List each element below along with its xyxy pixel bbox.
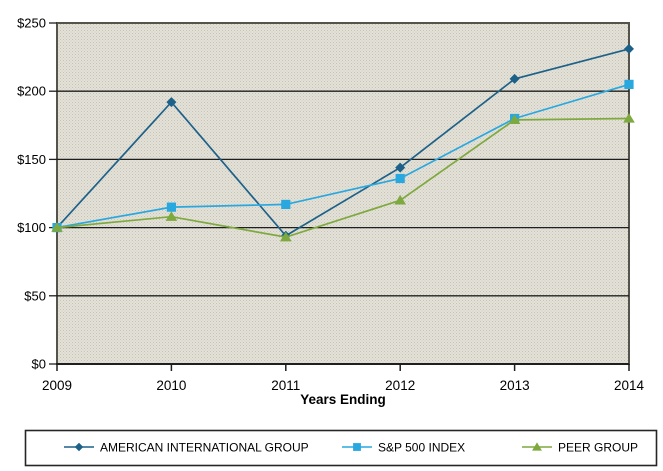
x-axis-label: 2009: [42, 378, 72, 393]
legend-triangle-icon: [532, 442, 542, 451]
legend-box: [24, 429, 658, 467]
x-axis-label: 2014: [614, 378, 645, 393]
y-axis-label: $250: [17, 16, 46, 31]
y-axis-label: $0: [32, 357, 46, 372]
data-point-peer-group-2012: [394, 194, 406, 205]
data-point-s-p-500-index-2014: [624, 79, 634, 89]
data-point-peer-group-2010: [165, 211, 178, 221]
legend-square-icon: [353, 443, 361, 451]
data-point-american-international-group-2010: [166, 97, 177, 108]
data-point-peer-group-2014: [623, 113, 635, 123]
series-line-s-p-500-index: [56, 83, 630, 229]
series-line-american-international-group: [56, 48, 630, 237]
data-point-american-international-group-2012: [395, 162, 406, 173]
x-axis-title: Years Ending: [300, 392, 386, 407]
data-point-american-international-group-2013: [509, 73, 520, 84]
x-axis-label: 2011: [271, 378, 300, 393]
y-axis-label: $150: [17, 152, 46, 167]
data-point-peer-group-2011: [280, 231, 292, 242]
data-point-s-p-500-index-2012: [395, 173, 405, 184]
legend-label: AMERICAN INTERNATIONAL GROUP: [100, 441, 309, 455]
plot-area: [56, 22, 630, 365]
x-axis-label: 2010: [156, 378, 186, 393]
x-axis-label: 2012: [385, 378, 415, 393]
data-point-s-p-500-index-2010: [166, 202, 176, 212]
data-point-s-p-500-index-2011: [281, 199, 291, 210]
y-axis-label: $100: [17, 220, 46, 235]
x-axis-label: 2013: [500, 378, 530, 393]
data-point-peer-group-2009: [51, 222, 63, 232]
series-line-peer-group: [56, 117, 630, 239]
legend-label: S&P 500 INDEX: [378, 441, 465, 455]
legend-diamond-icon: [74, 442, 84, 452]
data-point-american-international-group-2014: [624, 43, 634, 54]
y-axis-label: $50: [24, 288, 46, 303]
y-axis-label: $200: [17, 84, 46, 99]
data-point-peer-group-2013: [508, 114, 521, 125]
legend-label: PEER GROUP: [558, 441, 638, 455]
